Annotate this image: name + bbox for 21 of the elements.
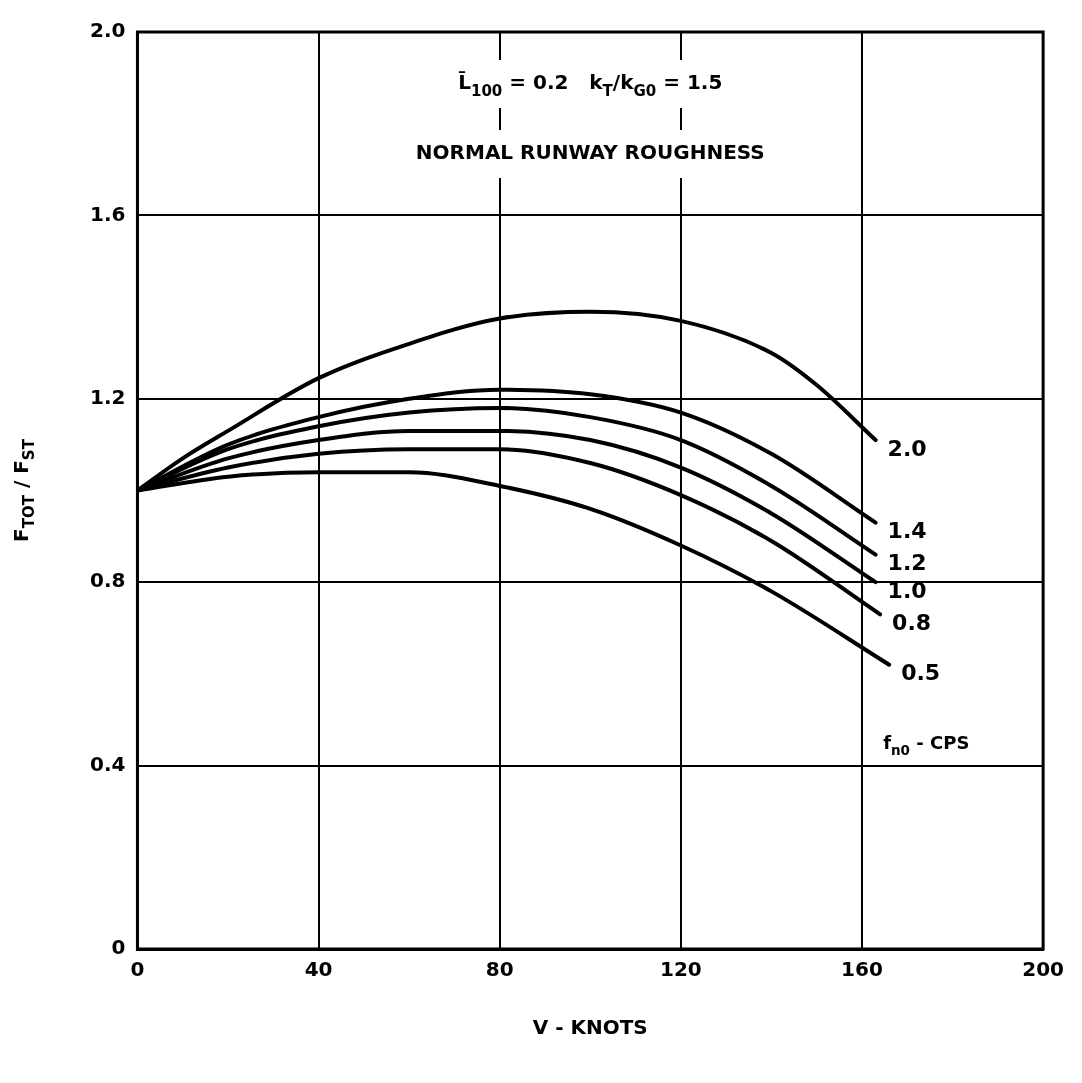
x-tick-label: 200 (1022, 957, 1064, 982)
annotation: NORMAL RUNWAY ROUGHNESS (415, 140, 765, 165)
series-label: 0.5 (901, 660, 941, 686)
y-tick-label: 1.2 (89, 385, 126, 409)
x-tick-label: 80 (485, 957, 514, 982)
series-label: 1.2 (887, 550, 927, 576)
y-tick-label: 2.0 (89, 18, 126, 43)
y-tick-label: 0.4 (89, 751, 126, 776)
x-tick-label: 120 (659, 957, 702, 982)
series-label: 1.4 (887, 518, 927, 544)
x-tick-label: 160 (841, 957, 883, 982)
x-tick-label: 40 (304, 957, 333, 982)
series-label: 0.8 (892, 610, 932, 636)
y-axis-title: FTOT / FST (8, 438, 39, 542)
y-tick-label: 0 (111, 935, 126, 960)
x-axis-title: V - KNOTS (532, 1015, 648, 1040)
y-tick-label: 0.8 (89, 568, 126, 593)
series-label: 1.0 (887, 577, 927, 603)
y-tick-label: 1.6 (89, 201, 126, 226)
x-tick-label: 0 (130, 957, 145, 982)
series-label: 2.0 (887, 435, 927, 461)
